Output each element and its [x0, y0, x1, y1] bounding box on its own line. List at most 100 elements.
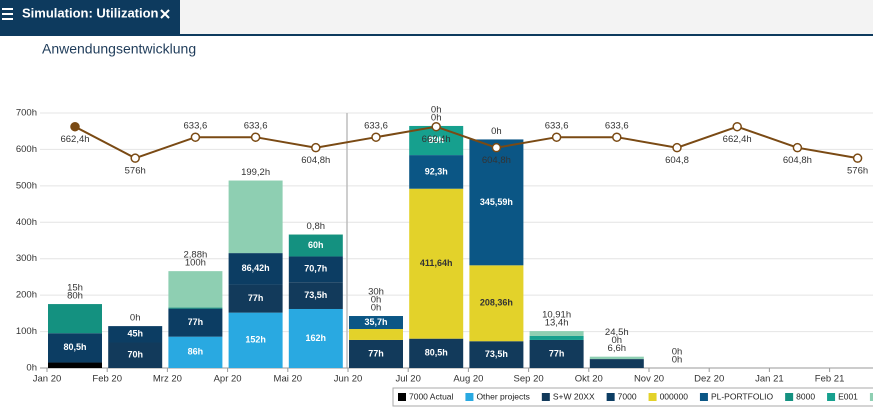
bar-segment: [288, 308, 343, 368]
legend-label: 000000: [660, 391, 689, 401]
legend-swatch: [827, 393, 836, 401]
x-tick-label: Jun 20: [334, 374, 363, 385]
line: [74, 125, 858, 160]
bar-segment: [288, 234, 343, 257]
x-tick-label: Mrz 20: [153, 374, 182, 385]
legend-swatch: [869, 393, 873, 401]
legend-swatch: [465, 393, 474, 401]
value-label: 80h: [428, 135, 444, 145]
value-label: 77h: [549, 348, 565, 358]
legend: [392, 387, 873, 407]
y-tick-label: 300h: [16, 253, 37, 264]
value-label: 86,42h: [242, 263, 270, 273]
line-label: 576h: [847, 166, 868, 177]
close-icon[interactable]: [160, 9, 170, 19]
line-point: [311, 142, 321, 153]
legend-label: PL-PORTFOLIO: [711, 391, 774, 401]
x-tick-label: Feb 21: [815, 374, 845, 385]
line-label: 633,6: [184, 121, 208, 132]
line-point: [130, 153, 140, 163]
value-label: 77h: [188, 317, 204, 327]
line-point: [792, 142, 803, 153]
value-label: 30h: [368, 287, 384, 298]
y-tick-label: 500h: [16, 180, 37, 191]
line-point: [190, 132, 201, 142]
bar-segment: [228, 180, 283, 254]
line-label: 604,8h: [482, 155, 511, 166]
value-label: 0,8h: [307, 221, 326, 232]
bar-segment: [529, 335, 584, 340]
bar-segment: [168, 271, 223, 308]
x-tick-label: Nov 20: [634, 374, 664, 385]
line-point: [70, 121, 80, 132]
line-point: [852, 153, 863, 163]
bar-segment: [108, 342, 163, 368]
value-label: 24,5h: [605, 327, 629, 338]
legend-label: S+W 20XX: [553, 391, 595, 401]
x-tick-label: Apr 20: [214, 374, 242, 385]
bar-segment: [228, 253, 283, 285]
line-point: [732, 121, 742, 132]
bar-segment: [349, 316, 403, 330]
value-label: 411,64h: [420, 258, 453, 268]
menu-icon[interactable]: [2, 8, 13, 20]
value-label: 15h: [67, 283, 83, 294]
line-point: [612, 132, 622, 142]
legend-swatch: [541, 393, 550, 401]
x-tick-label: Feb 20: [92, 374, 122, 385]
value-label: 80,5h: [63, 342, 86, 352]
y-tick-label: 600h: [16, 144, 37, 155]
value-label: 73,5h: [304, 290, 327, 300]
legend-swatch: [785, 393, 794, 401]
bar-segment: [349, 339, 403, 368]
line-label: 604,8h: [783, 155, 812, 166]
x-tick-label: Aug 20: [453, 374, 483, 385]
legend-swatch: [648, 393, 657, 401]
value-label: 80,5h: [425, 348, 448, 358]
bar-segment: [168, 336, 223, 368]
tab-title: Simulation: Utilization: [22, 5, 159, 20]
x-tick-label: Okt 20: [575, 374, 603, 385]
legend-label: 8000: [796, 391, 815, 401]
y-tick-label: 700h: [16, 108, 37, 119]
legend-swatch: [606, 393, 615, 401]
value-label: 45h: [127, 329, 143, 339]
value-label: 0h: [371, 295, 382, 306]
value-label: 208,36h: [480, 298, 513, 308]
line-label: 662,4h: [422, 134, 451, 145]
value-label: 6,6h: [608, 343, 627, 354]
bar-segment: [48, 304, 102, 334]
bar-segment: [48, 333, 102, 363]
value-label: 0h: [431, 112, 442, 123]
tab[interactable]: [0, 0, 180, 35]
value-label: 0h: [130, 313, 141, 324]
bar-segment: [529, 339, 584, 368]
line-point: [672, 142, 682, 153]
bar-segment: [168, 307, 223, 309]
bar-segment: [108, 326, 163, 343]
value-label: 35,7h: [364, 317, 387, 327]
value-label: 77h: [248, 293, 264, 303]
line-label: 604,8: [665, 155, 689, 166]
bar-segment: [288, 256, 343, 283]
value-label: 152h: [245, 335, 266, 345]
value-label: 77h: [368, 348, 384, 358]
value-label: 70h: [127, 350, 143, 360]
y-tick-label: 0h: [26, 363, 37, 374]
value-label: 0h: [431, 104, 442, 115]
value-label: 10,91h: [542, 310, 571, 321]
tab-underline: [0, 34, 873, 36]
y-tick-label: 200h: [16, 290, 37, 301]
x-tick-label: Mai 20: [274, 374, 303, 385]
value-label: 0h: [371, 303, 382, 314]
line-label: 633,6: [545, 121, 569, 132]
value-label: 2,88h: [184, 250, 208, 261]
y-tick-label: 400h: [16, 217, 37, 228]
bar-segment: [409, 188, 464, 339]
value-label: 345,59h: [480, 197, 513, 207]
line-label: 604,8h: [301, 155, 330, 166]
bar-segment: [228, 312, 283, 368]
value-label: 0h: [612, 335, 623, 346]
value-label: 199,2h: [241, 167, 270, 178]
